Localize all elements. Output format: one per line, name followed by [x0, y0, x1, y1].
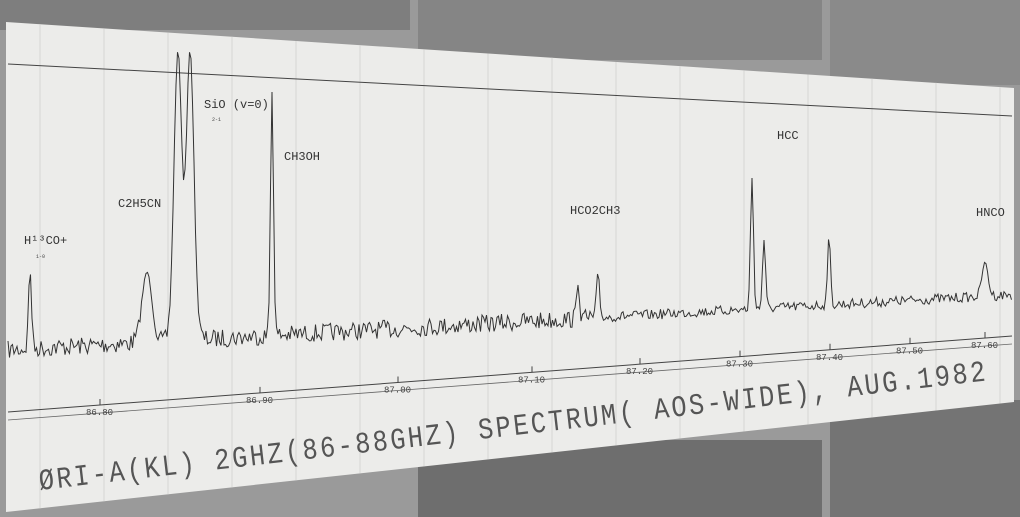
- line-label: CH3OH: [284, 150, 320, 164]
- top-rule: [7, 63, 1013, 117]
- frequency-label: 87.50: [896, 347, 923, 357]
- frequency-axis: 86.80 86.90 87.00 87.10 87.20 87.30 87.40 87.50…: [86, 332, 998, 418]
- transition-label: 2-1: [212, 117, 221, 123]
- wall-panel: [0, 0, 410, 30]
- axis-rule: [7, 343, 1013, 421]
- transition-label: 1-0: [36, 254, 45, 260]
- frequency-label: 87.00: [384, 385, 411, 395]
- frequency-label: 87.30: [726, 360, 753, 370]
- frequency-label: 87.20: [626, 367, 653, 377]
- wall-panel: [830, 0, 1020, 85]
- frequency-label: 87.60: [971, 341, 998, 351]
- spectrum-trace: [7, 52, 1012, 358]
- line-label: HCC: [777, 129, 799, 143]
- frequency-label: 86.80: [86, 408, 113, 418]
- line-label: H¹³CO+: [24, 234, 67, 248]
- axis-rule: [7, 335, 1013, 413]
- line-label: HCO2CH3: [570, 204, 620, 218]
- frequency-label: 87.10: [518, 375, 545, 385]
- line-label: HNCO: [976, 206, 1005, 220]
- frequency-label: 86.90: [246, 396, 273, 406]
- frequency-label: 87.40: [816, 353, 843, 363]
- line-label: C2H5CN: [118, 197, 161, 211]
- paper: [6, 22, 1014, 512]
- wall-panel: [418, 0, 822, 60]
- line-label: SiO (v=0): [204, 98, 269, 112]
- grid: [39, 24, 1001, 509]
- wall-panel: [830, 400, 1020, 517]
